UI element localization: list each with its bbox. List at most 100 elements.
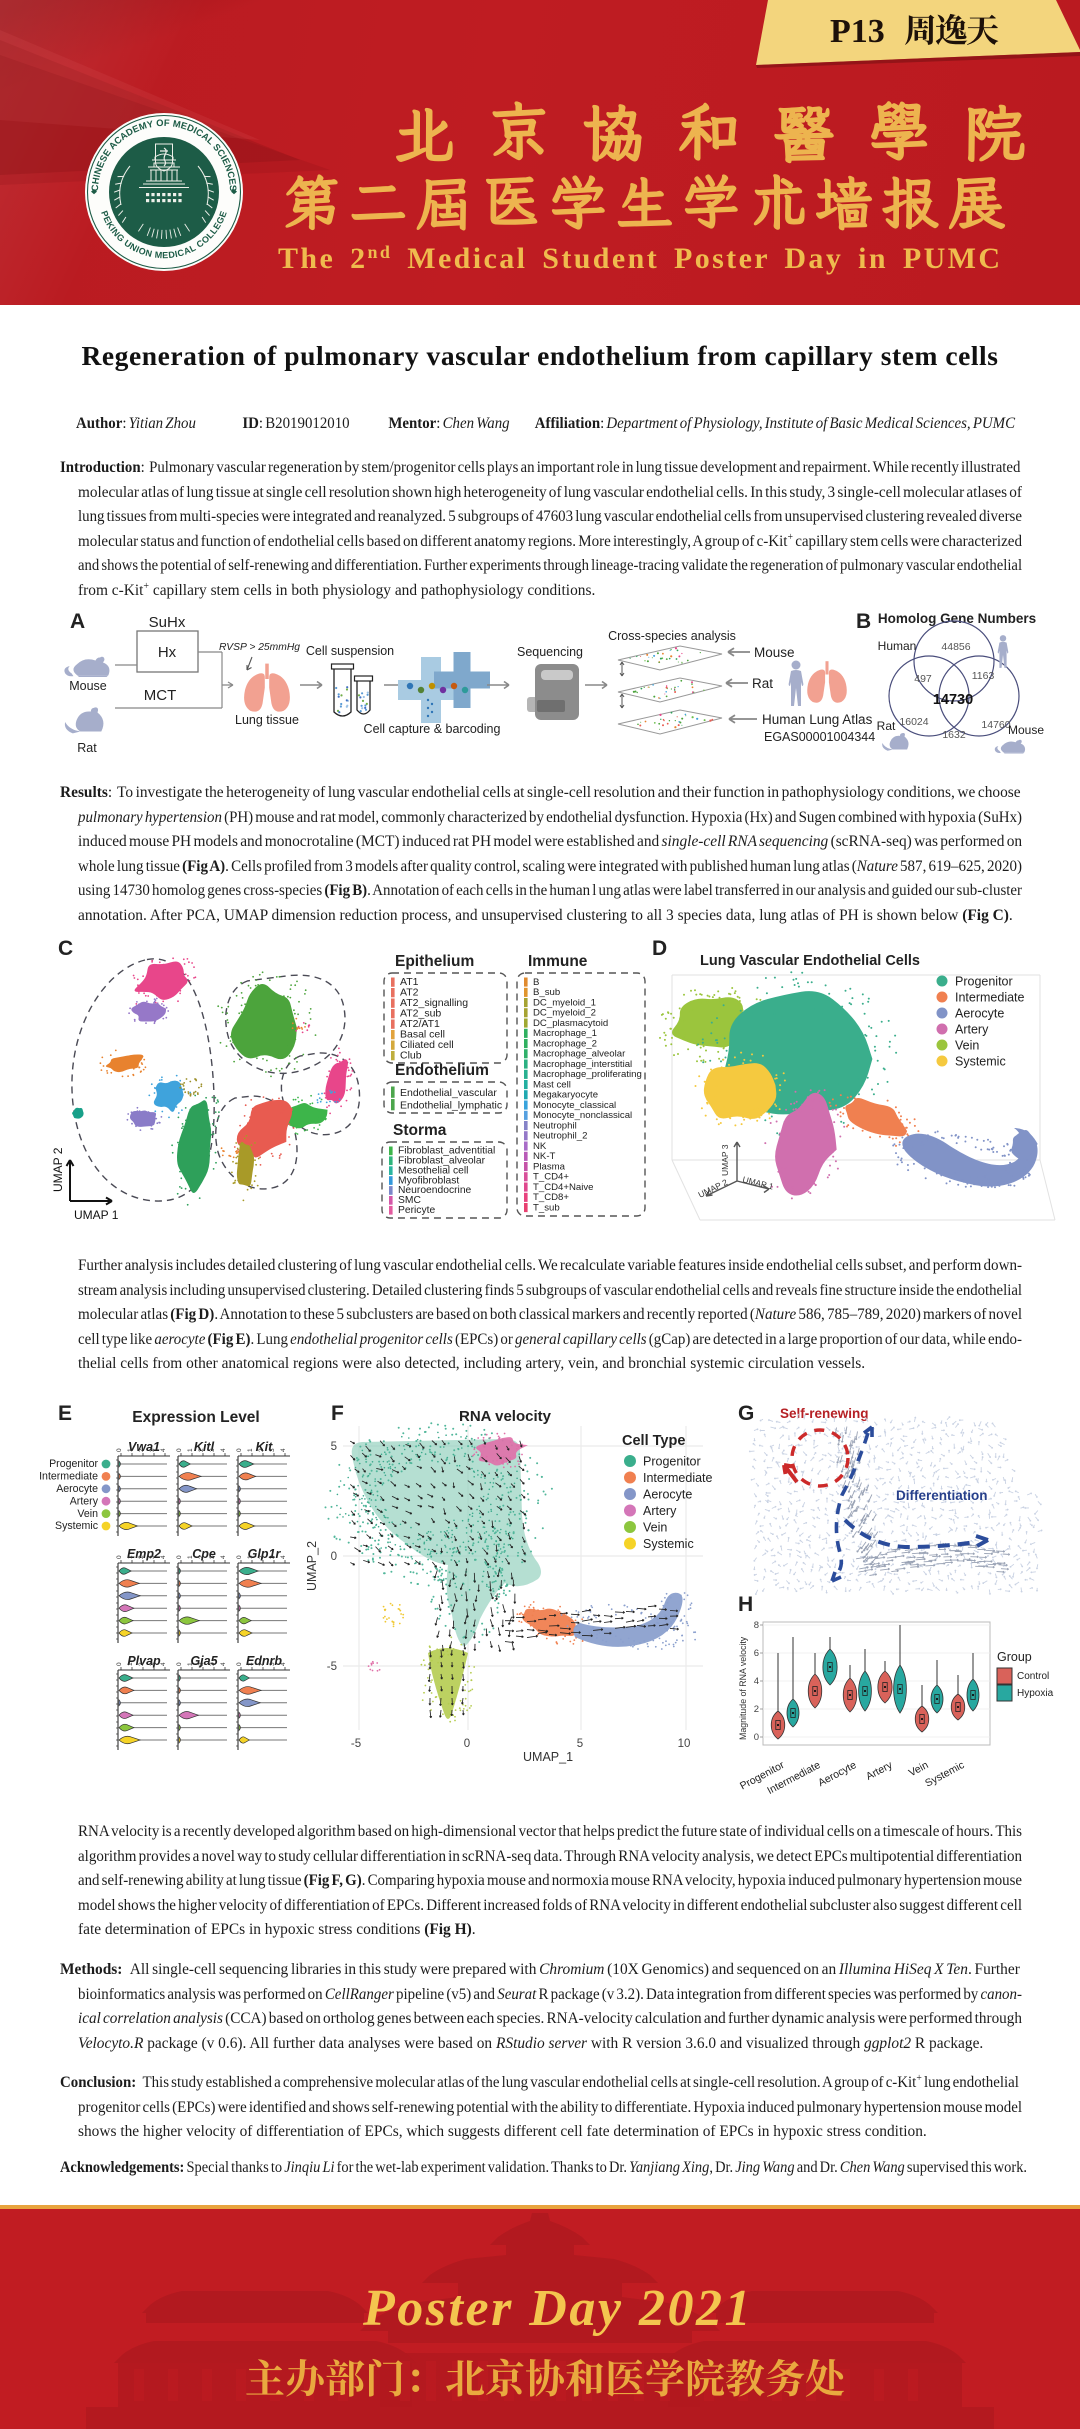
svg-text:44856: 44856 <box>941 641 970 653</box>
svg-text:3: 3 <box>269 1448 276 1452</box>
svg-text:T_sub: T_sub <box>533 1202 560 1213</box>
svg-text:497: 497 <box>914 673 932 685</box>
svg-text:Macrophage_proliferating: Macrophage_proliferating <box>533 1069 642 1080</box>
svg-text:2: 2 <box>258 1555 265 1559</box>
svg-text:Lung tissue: Lung tissue <box>235 713 299 727</box>
svg-text:1632: 1632 <box>942 729 966 741</box>
svg-text:5: 5 <box>331 1441 337 1453</box>
svg-text:H: H <box>738 1593 753 1616</box>
svg-text:Macrophage_alveolar: Macrophage_alveolar <box>533 1049 626 1060</box>
svg-text:2: 2 <box>138 1448 145 1452</box>
svg-text:Vein: Vein <box>643 1521 667 1535</box>
svg-text:Mouse: Mouse <box>1008 723 1044 737</box>
svg-text:4: 4 <box>280 1448 287 1452</box>
svg-text:4: 4 <box>160 1555 167 1559</box>
svg-text:Lung Vascular Endothelial Cell: Lung Vascular Endothelial Cells <box>700 953 920 969</box>
svg-text:T_CD8+: T_CD8+ <box>533 1192 569 1203</box>
svg-text:Ciliated cell: Ciliated cell <box>400 1039 454 1051</box>
svg-text:Progenitor: Progenitor <box>955 975 1013 989</box>
svg-text:Cross-species analysis: Cross-species analysis <box>608 629 736 643</box>
svg-text:Intermediate: Intermediate <box>955 991 1025 1005</box>
svg-text:1: 1 <box>247 1555 254 1559</box>
svg-text:Gja5: Gja5 <box>190 1654 218 1668</box>
svg-text:Artery: Artery <box>643 1504 677 1518</box>
svg-text:1163: 1163 <box>972 670 995 682</box>
svg-text:0: 0 <box>464 1738 470 1750</box>
svg-text:Ednrb: Ednrb <box>246 1654 282 1668</box>
svg-text:AT2_signalling: AT2_signalling <box>400 997 468 1009</box>
svg-text:NK-T: NK-T <box>533 1151 556 1162</box>
svg-text:1: 1 <box>247 1448 254 1452</box>
svg-text:Rat: Rat <box>877 719 896 733</box>
svg-text:1: 1 <box>187 1448 194 1452</box>
svg-text:Aerocyte: Aerocyte <box>643 1488 692 1502</box>
svg-text:Cell suspension: Cell suspension <box>306 644 394 658</box>
svg-text:Cell Type: Cell Type <box>622 1433 685 1449</box>
svg-text:Homolog Gene Numbers: Homolog Gene Numbers <box>878 611 1036 626</box>
svg-text:Neutrophil: Neutrophil <box>533 1120 577 1131</box>
svg-text:Emp2: Emp2 <box>127 1547 161 1561</box>
svg-text:3: 3 <box>269 1662 276 1666</box>
svg-text:NK: NK <box>533 1141 547 1152</box>
svg-text:0: 0 <box>176 1555 183 1559</box>
svg-text:Cell capture & barcoding: Cell capture & barcoding <box>364 722 501 736</box>
svg-text:UMAP 2: UMAP 2 <box>51 1147 65 1192</box>
svg-text:0: 0 <box>116 1448 123 1452</box>
svg-text:4: 4 <box>160 1662 167 1666</box>
svg-text:SMC: SMC <box>398 1195 421 1206</box>
svg-text:Vwa1: Vwa1 <box>128 1440 160 1454</box>
svg-text:Mesothelial cell: Mesothelial cell <box>398 1165 468 1176</box>
svg-text:Human Lung Atlas: Human Lung Atlas <box>762 712 873 727</box>
svg-text:Kitl: Kitl <box>194 1440 215 1454</box>
svg-text:SuHx: SuHx <box>149 614 186 631</box>
svg-text:Self-renewing: Self-renewing <box>780 1406 869 1421</box>
svg-text:Vein: Vein <box>77 1508 98 1520</box>
svg-text:UMAP_2: UMAP_2 <box>305 1541 319 1591</box>
svg-text:Endothelium: Endothelium <box>395 1062 489 1079</box>
svg-text:Intermediate: Intermediate <box>39 1471 98 1483</box>
svg-text:3: 3 <box>209 1555 216 1559</box>
svg-text:AT2: AT2 <box>400 987 419 999</box>
svg-text:Aerocyte: Aerocyte <box>816 1759 858 1789</box>
svg-text:Rat: Rat <box>77 741 97 755</box>
svg-text:-5: -5 <box>327 1661 337 1673</box>
svg-text:Artery: Artery <box>70 1495 99 1507</box>
svg-text:Mouse: Mouse <box>754 645 795 660</box>
svg-text:Monocyte_classical: Monocyte_classical <box>533 1100 616 1111</box>
svg-text:Myofibroblast: Myofibroblast <box>398 1175 459 1186</box>
svg-text:Pericyte: Pericyte <box>398 1205 435 1216</box>
svg-text:2: 2 <box>138 1662 145 1666</box>
svg-text:Aerocyte: Aerocyte <box>955 1007 1004 1021</box>
svg-text:Storma: Storma <box>393 1122 447 1139</box>
svg-text:-5: -5 <box>351 1738 361 1750</box>
svg-text:Aerocyte: Aerocyte <box>56 1483 98 1495</box>
svg-text:Progenitor: Progenitor <box>643 1455 701 1469</box>
svg-text:Macrophage_2: Macrophage_2 <box>533 1038 597 1049</box>
svg-text:E: E <box>58 1402 72 1425</box>
svg-text:3: 3 <box>209 1448 216 1452</box>
svg-text:Mast cell: Mast cell <box>533 1079 571 1090</box>
svg-text:4: 4 <box>220 1555 227 1559</box>
svg-text:4: 4 <box>160 1448 167 1452</box>
svg-text:Progenitor: Progenitor <box>49 1458 98 1470</box>
svg-text:Cpe: Cpe <box>192 1547 216 1561</box>
svg-text:Systemic: Systemic <box>955 1055 1006 1069</box>
svg-text:DC_myeloid_2: DC_myeloid_2 <box>533 1008 596 1019</box>
svg-text:Neutrophil_2: Neutrophil_2 <box>533 1131 587 1142</box>
svg-text:4: 4 <box>280 1662 287 1666</box>
svg-text:16024: 16024 <box>899 716 928 728</box>
svg-text:C: C <box>58 937 73 960</box>
svg-text:0: 0 <box>236 1448 243 1452</box>
svg-text:Mouse: Mouse <box>69 679 107 693</box>
svg-text:Plasma: Plasma <box>533 1161 566 1172</box>
svg-text:B: B <box>533 977 539 988</box>
svg-text:0: 0 <box>176 1662 183 1666</box>
svg-text:0: 0 <box>754 1732 759 1743</box>
svg-text:2: 2 <box>258 1662 265 1666</box>
svg-text:Fibroblast_adventitial: Fibroblast_adventitial <box>398 1146 495 1157</box>
svg-text:A: A <box>70 610 85 633</box>
svg-text:AT2/AT1: AT2/AT1 <box>400 1018 440 1030</box>
svg-text:0: 0 <box>116 1555 123 1559</box>
svg-text:3: 3 <box>149 1448 156 1452</box>
svg-text:0: 0 <box>331 1551 337 1563</box>
